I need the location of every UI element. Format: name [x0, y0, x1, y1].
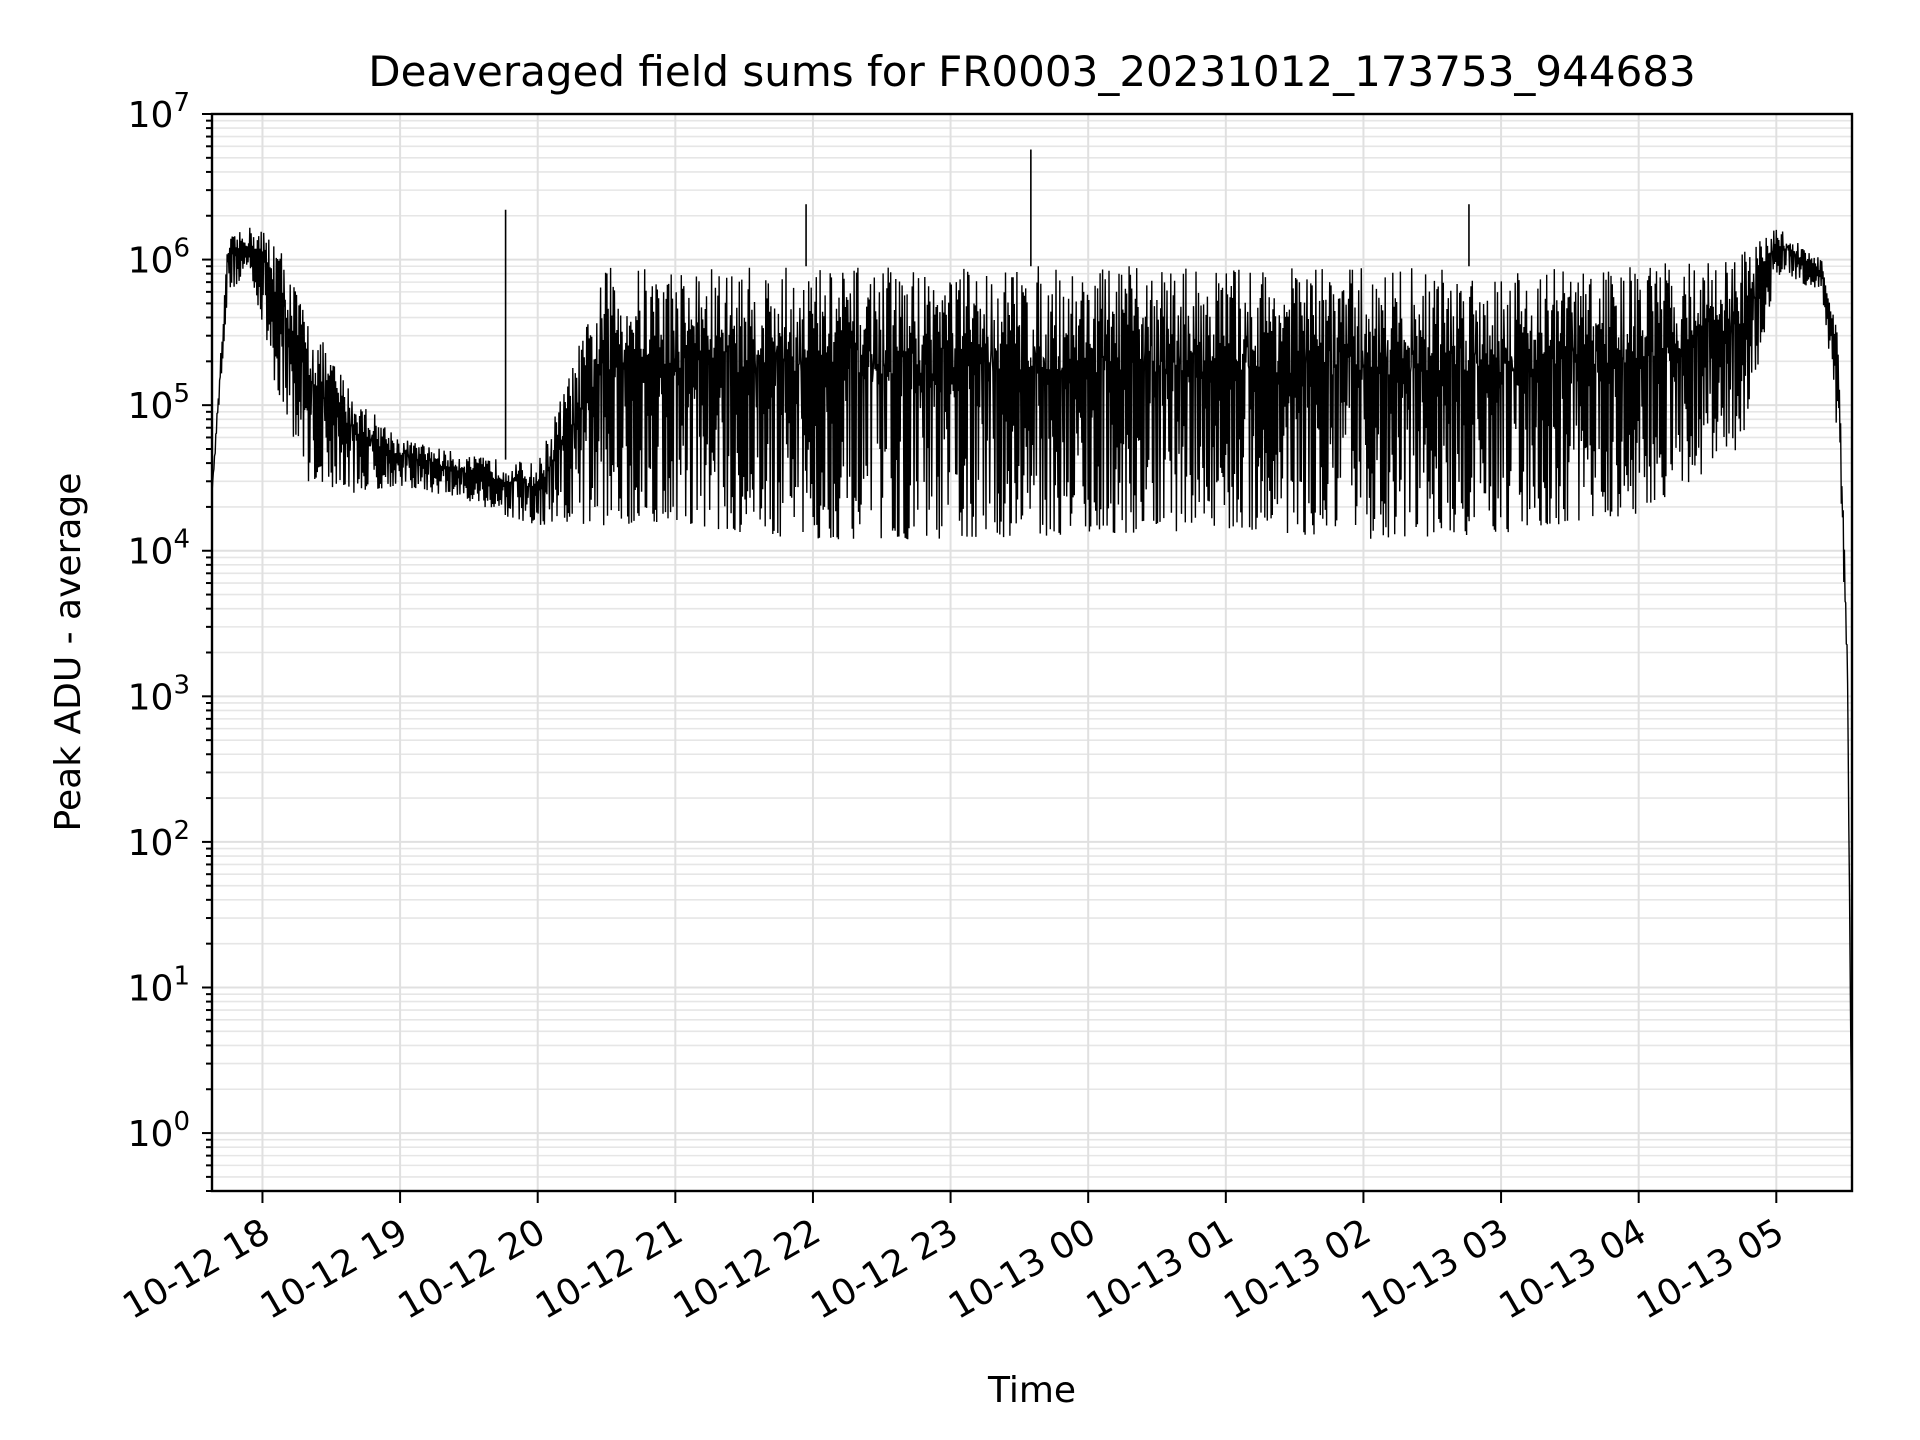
y-tick-label: 103 — [128, 670, 190, 718]
series-line — [211, 227, 1853, 1177]
y-tick-label: 101 — [128, 961, 190, 1009]
series-layer — [211, 149, 1853, 1177]
y-tick-label: 102 — [128, 816, 190, 864]
y-axis: 100 101 102 103 104 105 106 107 — [128, 88, 212, 1192]
y-tick-label: 100 — [128, 1107, 190, 1155]
y-tick-label: 104 — [128, 525, 190, 573]
y-tick-label: 107 — [128, 88, 190, 136]
y-tick-label: 106 — [128, 234, 190, 282]
x-axis-label: Time — [987, 1370, 1076, 1411]
chart-title: Deaveraged field sums for FR0003_2023101… — [368, 47, 1696, 96]
y-axis-label: Peak ADU - average — [48, 473, 89, 832]
y-tick-label: 105 — [128, 379, 190, 427]
